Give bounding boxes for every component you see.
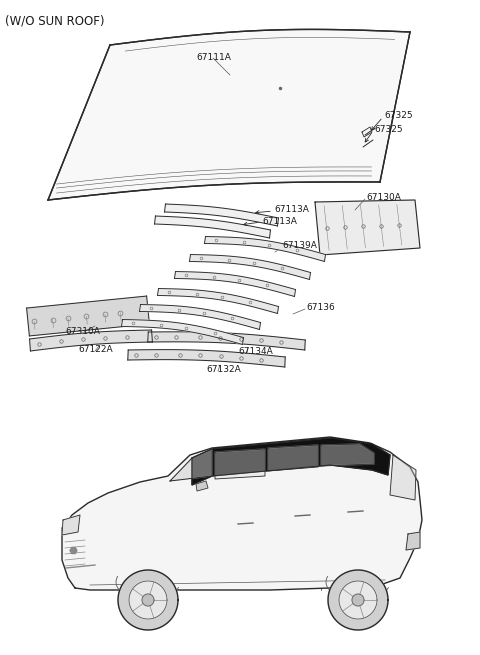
Polygon shape bbox=[196, 481, 208, 491]
Text: 67310A: 67310A bbox=[65, 326, 100, 335]
Polygon shape bbox=[129, 581, 167, 619]
Polygon shape bbox=[62, 515, 80, 535]
Polygon shape bbox=[321, 444, 374, 466]
Polygon shape bbox=[48, 29, 410, 200]
Polygon shape bbox=[192, 438, 390, 485]
Polygon shape bbox=[190, 255, 311, 280]
Polygon shape bbox=[157, 289, 278, 314]
Polygon shape bbox=[390, 455, 416, 500]
Polygon shape bbox=[165, 204, 278, 226]
Polygon shape bbox=[352, 594, 364, 606]
Polygon shape bbox=[26, 296, 149, 336]
Polygon shape bbox=[118, 570, 178, 630]
Polygon shape bbox=[406, 532, 420, 550]
Polygon shape bbox=[315, 200, 420, 255]
Text: 67325: 67325 bbox=[374, 126, 403, 134]
Polygon shape bbox=[328, 570, 388, 630]
Text: 67113A: 67113A bbox=[262, 217, 297, 227]
Polygon shape bbox=[128, 350, 285, 367]
Polygon shape bbox=[121, 320, 243, 345]
Polygon shape bbox=[175, 272, 296, 297]
Text: 67325: 67325 bbox=[384, 111, 413, 119]
Text: 67139A: 67139A bbox=[282, 242, 317, 250]
Polygon shape bbox=[30, 330, 153, 351]
Polygon shape bbox=[204, 236, 325, 261]
Polygon shape bbox=[62, 437, 422, 590]
Text: 67136: 67136 bbox=[306, 303, 335, 312]
Polygon shape bbox=[339, 581, 377, 619]
Polygon shape bbox=[142, 594, 154, 606]
Text: 67132A: 67132A bbox=[206, 365, 241, 375]
Polygon shape bbox=[148, 332, 305, 350]
Text: (W/O SUN ROOF): (W/O SUN ROOF) bbox=[5, 14, 105, 27]
Polygon shape bbox=[155, 216, 271, 238]
Text: 67134A: 67134A bbox=[238, 348, 273, 356]
Text: 67122A: 67122A bbox=[78, 345, 113, 354]
Polygon shape bbox=[170, 449, 212, 481]
Polygon shape bbox=[140, 305, 261, 329]
Text: 67113A: 67113A bbox=[274, 206, 309, 214]
Text: 67111A: 67111A bbox=[196, 52, 231, 62]
Text: 67130A: 67130A bbox=[366, 193, 401, 202]
Polygon shape bbox=[268, 445, 318, 471]
Polygon shape bbox=[215, 449, 265, 479]
